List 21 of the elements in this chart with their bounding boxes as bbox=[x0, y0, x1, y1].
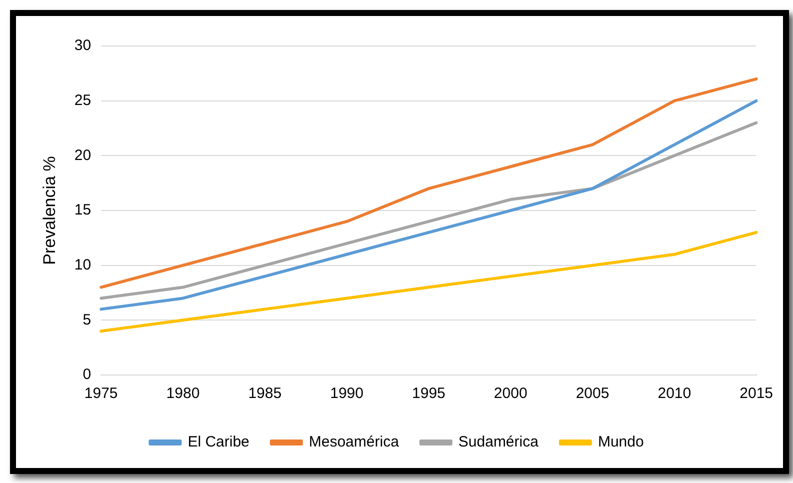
legend-label: El Caribe bbox=[188, 434, 250, 451]
y-tick-label: 30 bbox=[74, 37, 92, 54]
y-tick-label: 25 bbox=[74, 92, 92, 109]
y-tick-label: 5 bbox=[82, 311, 92, 328]
x-tick-label: 2000 bbox=[494, 385, 528, 402]
y-tick-label: 10 bbox=[74, 256, 92, 274]
x-tick-label: 1990 bbox=[330, 385, 364, 402]
y-tick-label: 15 bbox=[74, 202, 92, 219]
x-tick-label: 2010 bbox=[658, 385, 692, 402]
x-tick-label: 2005 bbox=[576, 385, 610, 402]
x-tick-label: 2015 bbox=[740, 385, 774, 402]
y-tick-label: 20 bbox=[74, 146, 92, 164]
y-axis-title: Prevalencia % bbox=[40, 156, 59, 265]
legend-label: Sudamérica bbox=[458, 434, 540, 451]
x-tick-label: 1995 bbox=[412, 385, 446, 402]
x-tick-label: 1980 bbox=[166, 385, 200, 402]
x-tick-label: 1975 bbox=[84, 385, 118, 402]
x-tick-label: 1985 bbox=[248, 385, 282, 402]
y-tick-label: 0 bbox=[82, 366, 92, 384]
legend-label: Mundo bbox=[598, 434, 644, 451]
legend-label: Mesoamérica bbox=[308, 434, 400, 451]
